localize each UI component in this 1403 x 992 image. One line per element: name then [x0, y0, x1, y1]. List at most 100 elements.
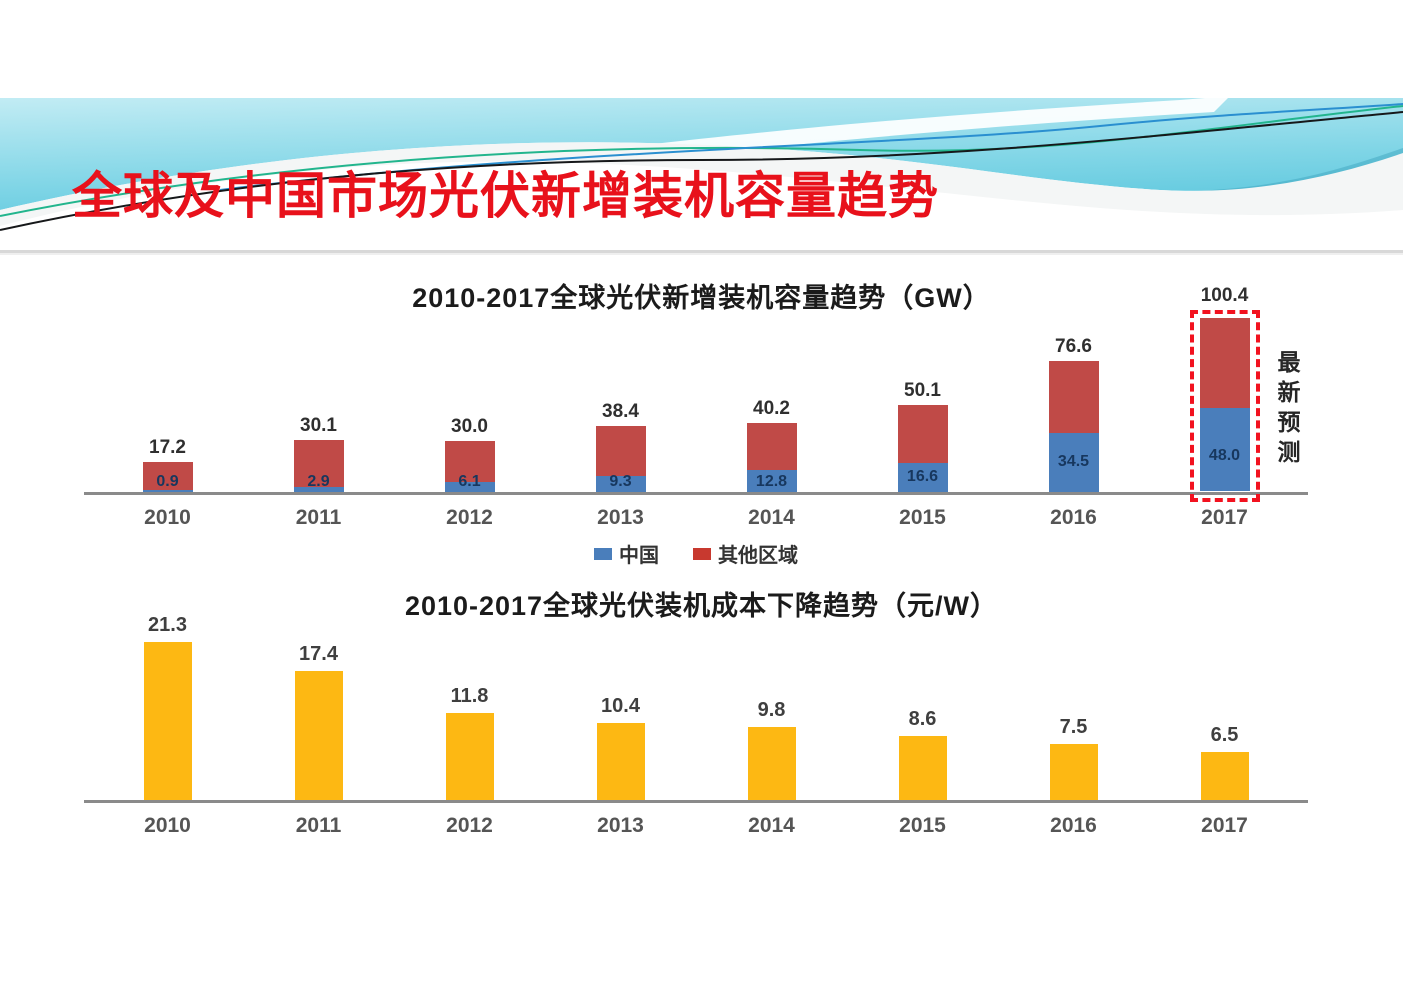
bar-segment-other-regions [444, 441, 495, 482]
forecast-annotation: 最新预测 [1274, 350, 1300, 470]
x-axis-label-2011: 2011 [295, 814, 342, 837]
x-axis-label-2014: 2014 [748, 506, 795, 529]
cost-value-label: 11.8 [450, 685, 489, 707]
total-value-label: 38.4 [602, 401, 639, 422]
legend-label-other-regions: 其他区域 [718, 545, 798, 567]
x-axis-label-2013: 2013 [597, 814, 644, 837]
cost-bar-2016 [1049, 744, 1098, 800]
bar-segment-china [1048, 433, 1099, 492]
total-value-label: 40.2 [753, 398, 790, 419]
cost-value-label: 10.4 [601, 695, 640, 717]
cost-value-label: 21.3 [148, 614, 187, 636]
total-value-label: 17.2 [149, 437, 186, 458]
total-value-label: 30.1 [300, 415, 337, 436]
x-axis-label-2017: 2017 [1201, 506, 1248, 529]
other-regions-swatch-icon [693, 547, 711, 560]
capacity-legend: 中国 其他区域 [92, 539, 1300, 568]
x-axis-label-2010: 2010 [144, 814, 191, 837]
slide-title: 全球及中国市场光伏新增装机容量趋势 [72, 168, 939, 224]
x-axis-label-2015: 2015 [899, 506, 946, 529]
bar-segment-other-regions [142, 462, 193, 490]
bar-segment-china [1199, 408, 1250, 491]
bar-segment-other-regions [595, 426, 646, 476]
china-value-label: 0.9 [156, 473, 179, 490]
total-value-label: 50.1 [904, 380, 941, 401]
cost-bar-2011 [294, 671, 343, 800]
bar-column-2016: 76.6 34.5 [998, 336, 1149, 492]
bar-column-2016: 7.5 [998, 716, 1149, 800]
header-wave-band [0, 98, 1403, 253]
bar-stack-2012: 6.1 [444, 441, 495, 492]
x-axis-label-2010: 2010 [144, 506, 191, 529]
bar-column-2011: 17.4 [243, 643, 394, 800]
capacity-x-axis-labels: 2010 2011 2012 2013 2014 2015 2016 2017 [92, 495, 1300, 530]
header-divider-shadow [0, 253, 1403, 255]
bar-column-2017: 6.5 [1149, 724, 1300, 800]
bar-segment-other-regions [897, 405, 948, 463]
bar-column-2012: 30.0 6.1 [394, 416, 545, 492]
bar-stack-2013: 9.3 [595, 426, 646, 492]
x-axis-label-2012: 2012 [446, 814, 493, 837]
cost-bar-2017 [1200, 752, 1249, 800]
legend-item-china: 中国 [594, 539, 659, 568]
china-value-label: 6.1 [458, 473, 481, 490]
china-value-label: 2.9 [307, 473, 330, 490]
bar-stack-2015: 16.6 [897, 405, 948, 492]
bar-column-2013: 10.4 [545, 695, 696, 800]
capacity-chart-bars: 17.2 0.9 30.1 2.9 30.0 6.1 38.4 9.3 40.2 12.8 50.1… [92, 285, 1300, 502]
china-value-label: 16.6 [906, 468, 939, 485]
bar-segment-other-regions [1199, 318, 1250, 408]
bar-column-2013: 38.4 9.3 [545, 401, 696, 492]
bar-segment-china [746, 470, 797, 492]
x-axis-label-2016: 2016 [1050, 814, 1097, 837]
wave-graphic [0, 98, 1403, 253]
bar-stack-2017: 48.0 [1189, 310, 1260, 502]
legend-item-other-regions: 其他区域 [693, 539, 798, 568]
bar-column-2010: 21.3 [92, 614, 243, 800]
china-value-label: 34.5 [1057, 453, 1090, 470]
total-value-label: 30.0 [451, 416, 488, 437]
x-axis-label-2013: 2013 [597, 506, 644, 529]
bar-segment-other-regions [746, 423, 797, 470]
x-axis-label-2017: 2017 [1201, 814, 1248, 837]
bar-stack-2016: 34.5 [1048, 361, 1099, 492]
cost-bar-2015 [898, 736, 947, 800]
bar-column-2010: 17.2 0.9 [92, 437, 243, 492]
x-axis-label-2016: 2016 [1050, 506, 1097, 529]
bar-segment-china [595, 476, 646, 492]
china-value-label: 12.8 [755, 473, 788, 490]
cost-chart-title: 2010-2017全球光伏装机成本下降趋势（元/W） [404, 591, 999, 621]
cost-value-label: 17.4 [299, 643, 338, 665]
china-value-label: 9.3 [609, 473, 632, 490]
bar-column-2014: 40.2 12.8 [696, 398, 847, 492]
cost-value-label: 6.5 [1210, 724, 1239, 746]
cost-bar-2010 [143, 642, 192, 800]
cost-value-label: 9.8 [757, 699, 786, 721]
cost-value-label: 8.6 [908, 708, 937, 730]
bar-column-2017: 100.4 48.0 [1149, 285, 1300, 502]
cost-x-axis [84, 800, 1308, 803]
x-axis-label-2011: 2011 [295, 506, 342, 529]
bar-column-2012: 11.8 [394, 685, 545, 800]
cost-x-axis-labels: 2010 2011 2012 2013 2014 2015 2016 2017 [92, 803, 1300, 838]
bar-stack-2014: 12.8 [746, 423, 797, 492]
bar-column-2015: 50.1 16.6 [847, 380, 998, 492]
cost-chart: 21.3 17.4 11.8 10.4 9.8 8.6 7.5 6.5 2010 2011 201… [84, 612, 1308, 838]
capacity-chart-title: 2010-2017全球光伏新增装机容量趋势（GW） [412, 283, 991, 313]
bar-column-2011: 30.1 2.9 [243, 415, 394, 492]
bar-segment-china [897, 463, 948, 492]
bar-column-2014: 9.8 [696, 699, 847, 800]
bar-segment-china [142, 490, 193, 492]
cost-value-label: 7.5 [1059, 716, 1088, 738]
china-swatch-icon [594, 547, 612, 560]
cost-bar-2014 [747, 727, 796, 800]
cost-chart-bars: 21.3 17.4 11.8 10.4 9.8 8.6 7.5 6.5 [92, 612, 1300, 800]
legend-label-china: 中国 [619, 545, 659, 567]
china-value-label: 48.0 [1208, 447, 1241, 464]
bar-segment-china [444, 482, 495, 492]
bar-segment-china [293, 487, 344, 492]
cost-bar-2013 [596, 723, 645, 800]
bar-stack-2011: 2.9 [293, 440, 344, 492]
header-divider [0, 250, 1403, 253]
bar-segment-other-regions [293, 440, 344, 487]
